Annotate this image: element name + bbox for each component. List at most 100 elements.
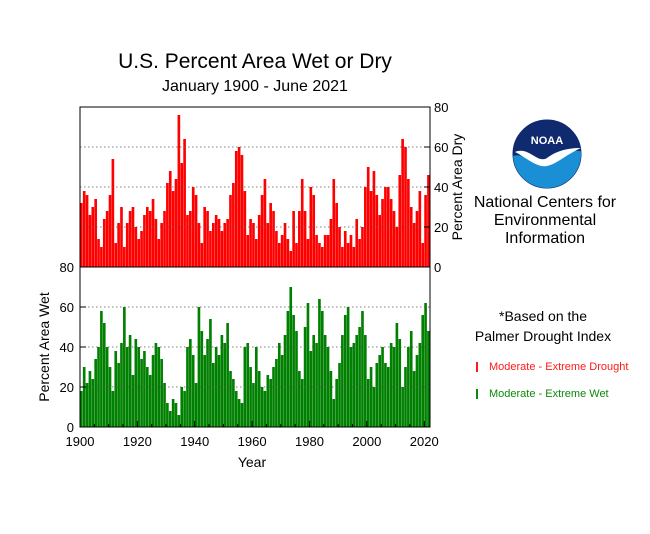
logo-text: NOAA (531, 135, 563, 147)
drought-bars (80, 115, 430, 267)
drought-bar-1942 (200, 243, 204, 267)
drought-bar-1945 (209, 231, 212, 267)
xtick-label-1940: 1940 (180, 434, 209, 449)
wet-bar-1971 (283, 335, 287, 427)
drought-bar-1926 (154, 219, 158, 267)
drought-bar-1994 (349, 235, 353, 267)
drought-bar-1940 (194, 195, 198, 267)
index-note: *Based on the Palmer Drought Index (455, 306, 631, 346)
wet-bar-1921 (140, 359, 143, 427)
wet-bar-1938 (189, 339, 192, 427)
drought-bar-1922 (143, 215, 146, 267)
wet-bar-1901 (82, 367, 86, 427)
drought-bar-2017 (415, 211, 419, 267)
drought-bar-1993 (346, 243, 350, 267)
wet-bar-2004 (378, 355, 381, 427)
drought-bar-2018 (418, 191, 422, 267)
drought-bar-1911 (111, 159, 115, 267)
wet-bar-1902 (85, 383, 89, 427)
wet-bar-1998 (361, 311, 364, 427)
wet-bar-1976 (298, 371, 301, 427)
wet-bar-1940 (194, 383, 198, 427)
wet-bar-1935 (180, 387, 184, 427)
wet-bar-1937 (186, 347, 189, 427)
drought-bar-1918 (131, 207, 135, 267)
drought-bar-1979 (306, 239, 310, 267)
wet-ytick-label-60: 60 (60, 300, 74, 315)
xtick-label-1900: 1900 (66, 434, 95, 449)
drought-bar-1986 (326, 235, 330, 267)
drought-bar-1944 (206, 211, 209, 267)
wet-bar-1905 (94, 359, 97, 427)
dry-ytick-label-60: 60 (434, 140, 448, 155)
drought-bar-1933 (174, 179, 178, 267)
noaa-logo-icon: NOAA (511, 118, 583, 190)
drought-bar-1913 (117, 223, 120, 267)
drought-bar-1992 (343, 231, 347, 267)
wet-bar-1900 (80, 391, 83, 427)
drought-bar-1936 (183, 139, 186, 267)
drought-bar-1905 (94, 199, 97, 267)
legend-wet: Moderate - Extreme Wet (476, 388, 609, 400)
wet-bar-1983 (318, 299, 321, 427)
drought-bar-2020 (424, 195, 427, 267)
drought-bar-2010 (395, 227, 399, 267)
drought-bar-1960 (252, 223, 255, 267)
wet-bar-1960 (252, 383, 255, 427)
wet-bar-1926 (154, 343, 158, 427)
wet-bar-1930 (166, 403, 169, 427)
drought-bar-1985 (323, 235, 327, 267)
drought-bar-1955 (237, 147, 241, 267)
drought-bar-2015 (409, 207, 413, 267)
dry-ytick-label-0: 0 (434, 260, 441, 275)
wet-bar-1973 (289, 287, 293, 427)
wet-bar-1989 (335, 379, 338, 427)
wet-bar-1944 (206, 339, 209, 427)
drought-bar-1937 (186, 215, 189, 267)
org-line-1: National Centers for (473, 194, 617, 211)
drought-bar-1952 (229, 195, 232, 267)
wet-bar-1993 (346, 307, 350, 427)
drought-bar-1938 (189, 211, 192, 267)
wet-bar-1945 (209, 319, 212, 427)
drought-bar-1959 (249, 219, 252, 267)
wet-bar-1943 (203, 355, 206, 427)
wet-bar-1928 (160, 359, 163, 427)
wet-bar-1979 (306, 303, 310, 427)
legend-wet-swatch (476, 389, 478, 400)
wet-bar-1918 (131, 375, 135, 427)
wet-bar-1914 (120, 343, 123, 427)
drought-bar-1946 (211, 223, 215, 267)
drought-bar-1900 (80, 203, 83, 267)
drought-bar-1948 (217, 219, 221, 267)
drought-bar-1968 (275, 231, 278, 267)
wet-bar-1984 (320, 311, 324, 427)
wet-ytick-label-0: 0 (67, 420, 74, 435)
wet-bar-1981 (312, 335, 316, 427)
wet-bar-1991 (341, 335, 344, 427)
wet-bar-1994 (349, 347, 353, 427)
legend-drought-label: Moderate - Extreme Drought (489, 361, 629, 373)
drought-bar-1998 (361, 227, 364, 267)
wet-bar-1966 (269, 379, 272, 427)
wet-bar-1968 (275, 359, 278, 427)
drought-bar-2001 (369, 191, 373, 267)
drought-bar-1958 (246, 235, 250, 267)
wet-bar-1920 (137, 347, 141, 427)
drought-bar-1951 (226, 219, 229, 267)
drought-bar-1975 (295, 243, 298, 267)
wet-bar-1910 (108, 367, 112, 427)
drought-bar-1990 (338, 227, 341, 267)
wet-bar-1995 (352, 343, 356, 427)
drought-bar-1910 (108, 195, 112, 267)
drought-bar-2000 (366, 167, 370, 267)
drought-bar-1989 (335, 203, 338, 267)
wet-bar-2009 (392, 347, 396, 427)
wet-bar-1953 (232, 379, 235, 427)
wet-bar-2012 (401, 387, 404, 427)
drought-bar-1987 (329, 219, 333, 267)
wet-bar-1978 (303, 327, 307, 427)
drought-bar-2013 (404, 147, 407, 267)
drought-bar-1947 (214, 215, 218, 267)
drought-bar-2016 (412, 223, 416, 267)
